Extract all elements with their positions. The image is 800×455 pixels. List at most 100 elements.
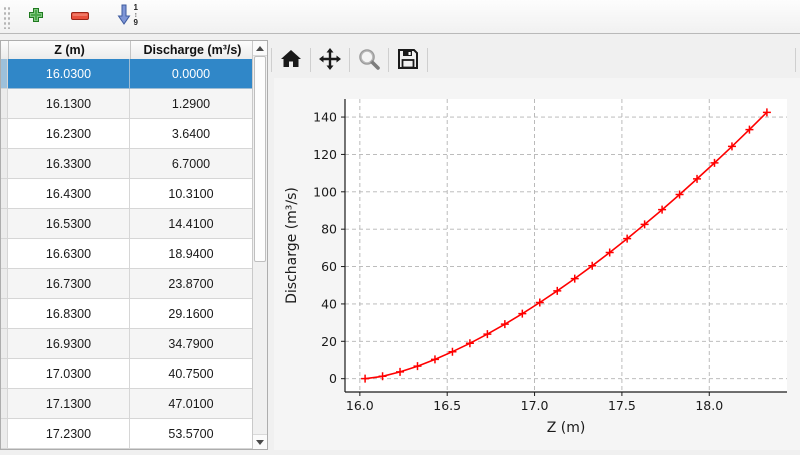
discharge-cell[interactable]: 53.5700 <box>130 419 253 449</box>
x-tick-label: 17.0 <box>521 398 549 413</box>
row-header[interactable] <box>1 389 8 419</box>
x-tick-label: 16.5 <box>433 398 461 413</box>
plus-icon <box>28 7 44 26</box>
toolbar-separator <box>349 48 350 72</box>
row-header[interactable] <box>1 179 8 209</box>
table-vertical-scrollbar[interactable] <box>252 41 267 449</box>
discharge-cell[interactable]: 18.9400 <box>130 239 253 269</box>
main-toolbar: 1 ⁝ 9 <box>0 0 800 34</box>
discharge-cell[interactable]: 1.2900 <box>130 89 253 119</box>
column-header-z[interactable]: Z (m) <box>9 41 131 59</box>
toolbar-drag-handle[interactable] <box>3 4 11 29</box>
table-corner-button[interactable] <box>1 41 9 59</box>
toolbar-separator <box>271 48 272 72</box>
discharge-cell[interactable]: 47.0100 <box>130 389 253 419</box>
row-header[interactable] <box>1 239 8 269</box>
table-row[interactable]: 16.3300 6.7000 <box>1 149 253 179</box>
discharge-cell[interactable]: 6.7000 <box>130 149 253 179</box>
z-cell[interactable]: 16.7300 <box>8 269 130 299</box>
table-row[interactable]: 16.9300 34.7900 <box>1 329 253 359</box>
sort-ascending-button[interactable]: 1 ⁝ 9 <box>109 3 139 31</box>
up-arrow-icon <box>256 45 264 51</box>
table-row[interactable]: 16.0300 0.0000 <box>1 59 253 89</box>
table-header: Z (m) Discharge (m³/s) <box>1 41 267 60</box>
toolbar-separator <box>427 48 428 72</box>
x-axis-label: Z (m) <box>547 420 586 436</box>
discharge-cell[interactable]: 10.3100 <box>130 179 253 209</box>
z-cell[interactable]: 17.2300 <box>8 419 130 449</box>
rating-curve-chart[interactable]: 16.0 16.5 17.0 17.5 18.0 0 20 40 60 80 100 120 140 Z … <box>274 78 800 450</box>
add-row-button[interactable] <box>21 3 51 31</box>
z-cell[interactable]: 16.3300 <box>8 149 130 179</box>
table-row[interactable]: 16.2300 3.6400 <box>1 119 253 149</box>
scroll-down-button[interactable] <box>253 434 267 449</box>
data-markers <box>361 108 771 383</box>
z-cell[interactable]: 17.1300 <box>8 389 130 419</box>
minus-icon <box>71 9 89 24</box>
discharge-cell[interactable]: 14.4100 <box>130 209 253 239</box>
row-header[interactable] <box>1 269 8 299</box>
x-tick-label: 16.0 <box>346 398 374 413</box>
grid-lines <box>345 99 787 392</box>
zoom-rect-button[interactable] <box>353 45 385 75</box>
table-row[interactable]: 16.8300 29.1600 <box>1 299 253 329</box>
row-header[interactable] <box>1 299 8 329</box>
y-tick-label: 60 <box>321 259 337 274</box>
y-tick-label: 80 <box>321 222 337 237</box>
pan-icon <box>318 47 342 74</box>
row-header[interactable] <box>1 119 8 149</box>
table-row[interactable]: 16.4300 10.3100 <box>1 179 253 209</box>
save-button[interactable] <box>392 45 424 75</box>
down-arrow-icon <box>256 439 264 445</box>
z-cell[interactable]: 17.0300 <box>8 359 130 389</box>
table-row[interactable]: 17.1300 47.0100 <box>1 389 253 419</box>
plot-panel: 16.0 16.5 17.0 17.5 18.0 0 20 40 60 80 100 120 140 Z … <box>271 35 800 450</box>
z-cell[interactable]: 16.6300 <box>8 239 130 269</box>
column-header-discharge[interactable]: Discharge (m³/s) <box>143 43 242 57</box>
zoom-rect-icon <box>357 47 381 74</box>
toolbar-separator <box>795 48 796 72</box>
y-tick-label: 40 <box>321 296 337 311</box>
scrollbar-thumb[interactable] <box>254 56 266 262</box>
remove-row-button[interactable] <box>65 3 95 31</box>
z-cell[interactable]: 16.9300 <box>8 329 130 359</box>
table-row[interactable]: 16.1300 1.2900 <box>1 89 253 119</box>
row-header[interactable] <box>1 59 8 89</box>
discharge-cell[interactable]: 23.8700 <box>130 269 253 299</box>
table-row[interactable]: 17.2300 53.5700 <box>1 419 253 449</box>
discharge-cell[interactable]: 0.0000 <box>130 59 253 89</box>
y-tick-label: 20 <box>321 334 337 349</box>
x-tick-label: 17.5 <box>608 398 636 413</box>
figure-canvas[interactable]: 16.0 16.5 17.0 17.5 18.0 0 20 40 60 80 100 120 140 Z … <box>274 78 800 455</box>
pan-button[interactable] <box>314 45 346 75</box>
z-cell[interactable]: 16.1300 <box>8 89 130 119</box>
table-row[interactable]: 16.5300 14.4100 <box>1 209 253 239</box>
tick-marks <box>341 116 710 396</box>
z-cell[interactable]: 16.5300 <box>8 209 130 239</box>
table-body: 16.0300 0.0000 16.1300 1.2900 16.2300 3.6400 1… <box>1 59 253 449</box>
discharge-cell[interactable]: 34.7900 <box>130 329 253 359</box>
discharge-cell[interactable]: 29.1600 <box>130 299 253 329</box>
row-header[interactable] <box>1 359 8 389</box>
table-row[interactable]: 16.6300 18.9400 <box>1 239 253 269</box>
y-axis-label: Discharge (m³/s) <box>284 187 300 304</box>
discharge-cell[interactable]: 3.6400 <box>130 119 253 149</box>
row-header[interactable] <box>1 149 8 179</box>
row-header[interactable] <box>1 209 8 239</box>
z-cell[interactable]: 16.4300 <box>8 179 130 209</box>
z-cell[interactable]: 16.0300 <box>8 59 130 89</box>
row-header[interactable] <box>1 89 8 119</box>
scroll-up-button[interactable] <box>253 41 267 56</box>
y-tick-label: 120 <box>313 147 337 162</box>
home-icon <box>280 48 302 73</box>
z-cell[interactable]: 16.2300 <box>8 119 130 149</box>
z-cell[interactable]: 16.8300 <box>8 299 130 329</box>
y-tick-label: 140 <box>313 110 337 125</box>
row-header[interactable] <box>1 329 8 359</box>
home-button[interactable] <box>275 45 307 75</box>
row-header[interactable] <box>1 419 8 449</box>
table-row[interactable]: 16.7300 23.8700 <box>1 269 253 299</box>
table-row[interactable]: 17.0300 40.7500 <box>1 359 253 389</box>
mpl-toolbar <box>271 42 800 78</box>
discharge-cell[interactable]: 40.7500 <box>130 359 253 389</box>
